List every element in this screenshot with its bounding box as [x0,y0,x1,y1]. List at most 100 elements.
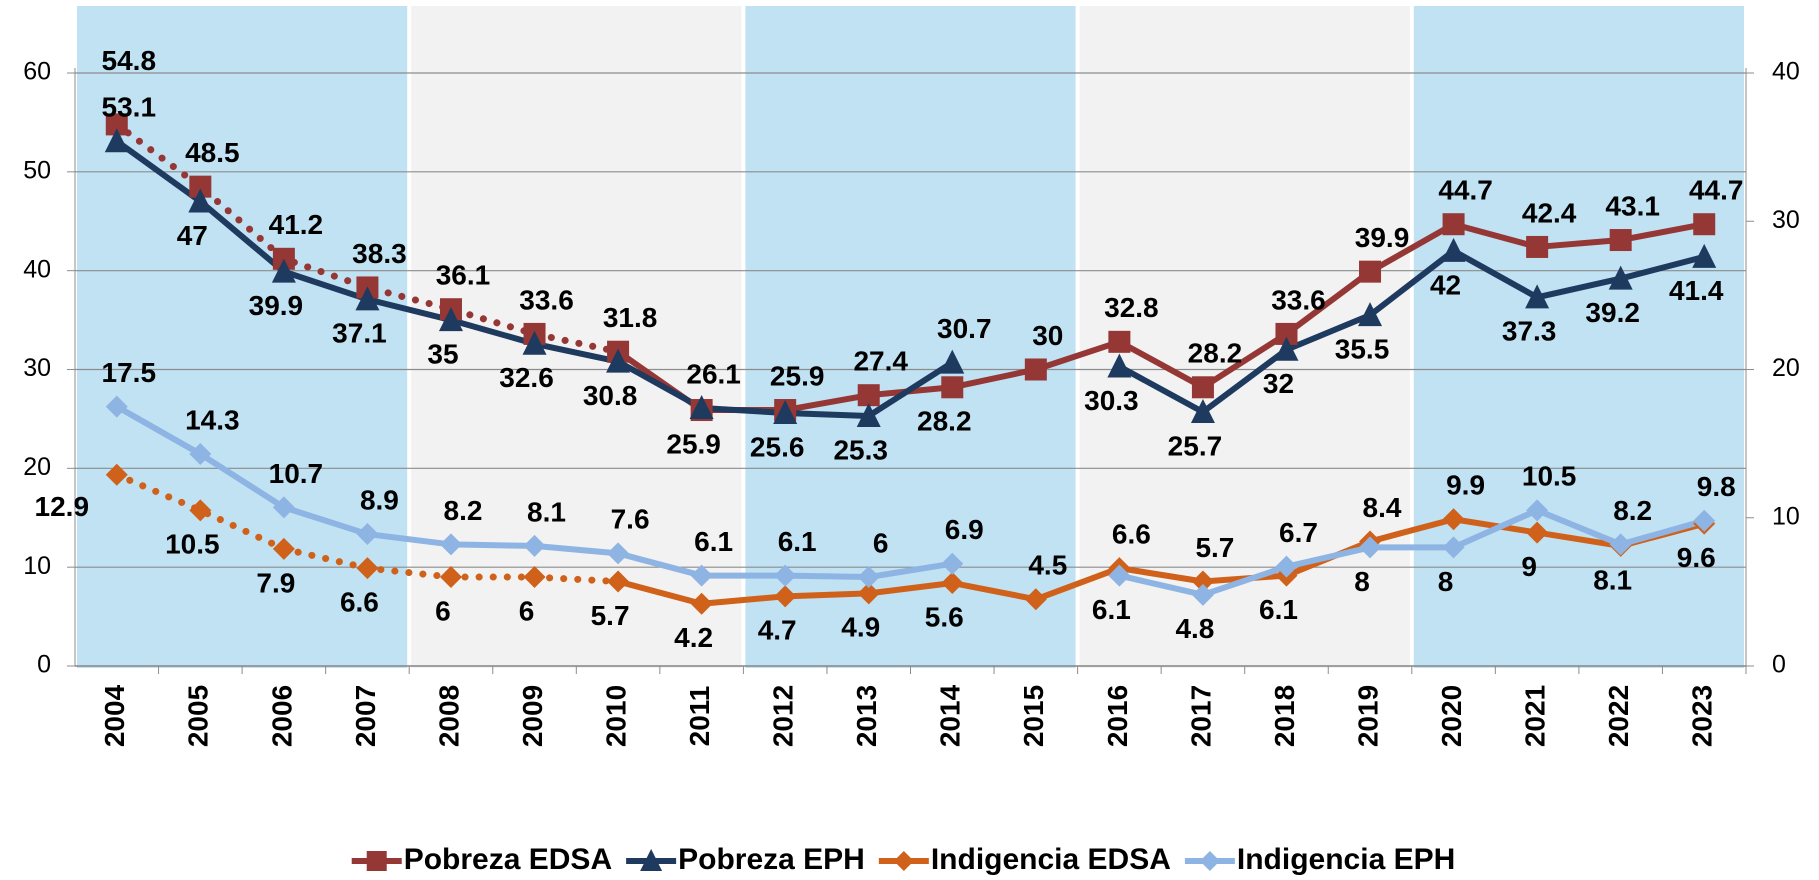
marker [856,402,881,427]
data-label: 6 [519,595,535,626]
data-label: 36.1 [436,260,491,291]
marker [857,384,880,407]
x-tick-label: 2015 [1018,685,1049,747]
background-band [1079,6,1410,668]
data-label: 43.1 [1605,190,1660,221]
marker [1024,358,1047,381]
marker [1274,336,1299,361]
x-tick-label: 2013 [851,685,882,747]
marker [1199,851,1220,871]
marker [941,376,964,399]
data-label: 25.6 [750,431,805,462]
marker [774,585,797,608]
data-label: 17.5 [102,357,157,388]
y2-tick-label: 20 [1772,354,1800,382]
data-label: 6 [873,527,889,558]
legend-label: Indigencia EDSA [931,843,1171,876]
marker [1526,235,1549,258]
data-label: 6.1 [1259,594,1298,625]
data-label: 6.1 [694,526,733,557]
data-label: 48.5 [185,137,240,168]
marker [1275,555,1298,578]
marker [1359,260,1382,283]
marker [1358,302,1383,327]
data-label: 41.4 [1669,275,1724,306]
data-label: 53.1 [102,92,157,123]
data-label: 32 [1263,368,1294,399]
marker [1693,213,1716,236]
marker [1191,583,1214,606]
data-label: 8.2 [444,495,483,526]
x-tick-label: 2016 [1102,685,1133,747]
data-label: 47 [177,220,208,251]
data-label: 8 [1354,566,1370,597]
data-label: 6.7 [1279,517,1318,548]
x-tick-label: 2021 [1520,685,1551,747]
y-tick-label: 10 [23,552,51,580]
marker [105,113,128,136]
data-label: 8 [1438,566,1454,597]
data-label: 7.6 [611,504,650,535]
marker [1693,509,1716,532]
x-tick-label: 2018 [1269,685,1300,747]
legend-label: Pobreza EDSA [404,843,612,876]
y-tick-label: 30 [23,354,51,382]
data-label: 44.7 [1689,175,1744,206]
x-tick-label: 2008 [433,685,464,747]
marker [1526,499,1549,522]
data-label: 33.6 [519,284,574,315]
marker [1442,536,1465,559]
y2-tick-label: 0 [1772,651,1786,679]
marker [690,564,713,587]
legend: Pobreza EDSA Pobreza EPH Indigencia EDSA In… [351,843,1455,876]
background-band [1413,6,1744,668]
marker [1441,237,1466,262]
marker [189,175,212,198]
marker [1191,376,1214,399]
marker [690,592,713,615]
legend-label: Indigencia EPH [1237,843,1455,876]
marker [438,307,463,332]
marker [1191,570,1214,593]
data-label: 38.3 [352,238,407,269]
marker [1442,213,1465,236]
data-label: 37.3 [1502,316,1557,347]
marker [105,395,128,418]
marker [940,349,965,374]
y2-tick-label: 40 [1772,58,1800,86]
x-tick-label: 2011 [684,686,715,747]
marker [1024,588,1047,611]
data-label: 37.1 [332,318,387,349]
marker [1108,330,1131,353]
marker [941,552,964,575]
x-tick-label: 2006 [266,685,297,747]
marker [439,566,462,589]
data-label: 28.2 [917,406,972,437]
data-label: 30.8 [583,380,638,411]
data-label: 6.1 [1092,594,1131,625]
series-line [616,221,1705,414]
marker [522,330,547,355]
data-label: 25.9 [666,428,721,459]
marker [640,849,663,871]
marker [1107,353,1132,378]
marker [689,395,714,420]
data-label: 8.4 [1363,492,1402,523]
data-label: 28.2 [1188,338,1243,369]
marker [105,463,128,486]
marker [773,399,798,424]
x-tick-label: 2005 [183,685,214,747]
legend-label: Pobreza EPH [678,843,865,876]
data-label: 8.1 [1593,564,1632,595]
data-label: 12.9 [35,491,90,522]
data-label: 39.2 [1585,297,1640,328]
x-tick-label: 2012 [768,685,799,747]
data-label: 10.5 [1522,461,1577,492]
data-label: 4.9 [841,612,880,643]
marker [189,443,212,466]
y-tick-label: 50 [23,156,51,184]
marker [1609,533,1632,556]
marker [774,564,797,587]
marker [356,523,379,546]
